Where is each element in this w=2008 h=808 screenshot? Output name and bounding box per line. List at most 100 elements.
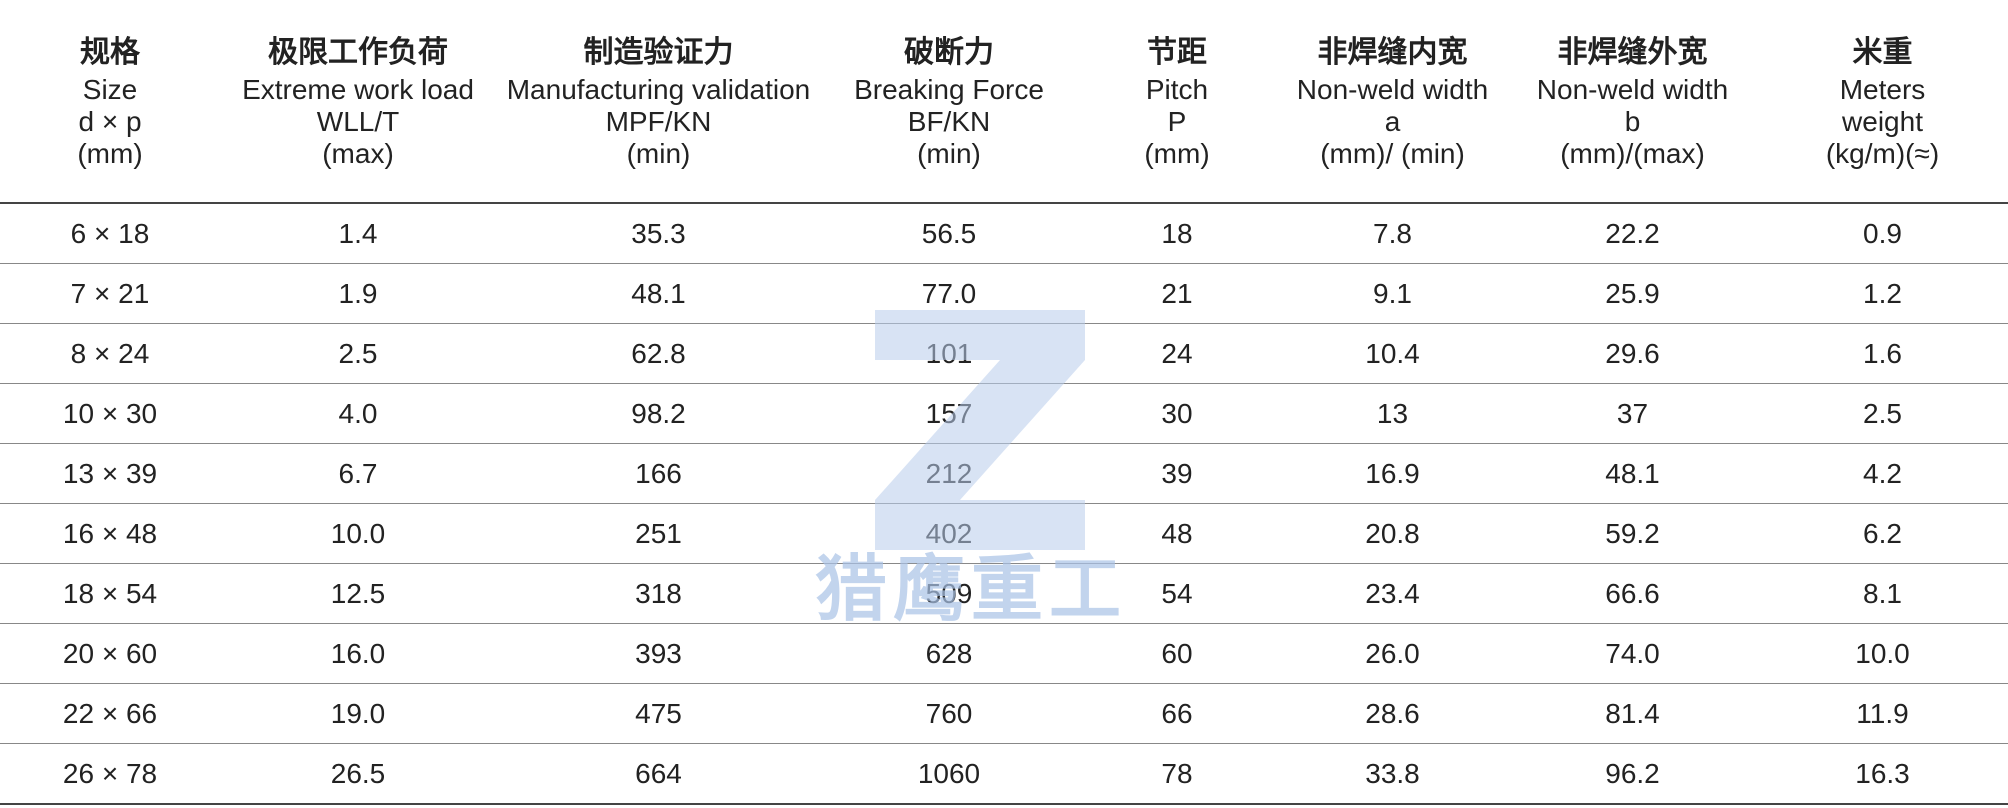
table-cell: 10 × 30 bbox=[0, 383, 220, 444]
table-cell: 39 bbox=[1077, 443, 1277, 504]
table-cell: 37 bbox=[1508, 383, 1757, 444]
table-cell: 18 bbox=[1077, 203, 1277, 264]
table-cell: 0.9 bbox=[1757, 203, 2008, 264]
table-row: 26 × 78 26.5 664 1060 78 33.8 96.2 16.3 bbox=[0, 743, 2008, 805]
table-cell: 66.6 bbox=[1508, 563, 1757, 624]
header-line: Meters bbox=[1839, 74, 1926, 105]
header-cell: 非焊缝外宽 Non-weld width b (mm)/(max) bbox=[1508, 0, 1757, 204]
table-cell: 16.9 bbox=[1277, 443, 1508, 504]
table-cell: 4.2 bbox=[1757, 443, 2008, 504]
table-cell: 509 bbox=[821, 563, 1077, 624]
table-cell: 59.2 bbox=[1508, 503, 1757, 564]
header-cell: 米重 Meters weight (kg/m)(≈) bbox=[1757, 0, 2008, 204]
header-line: b bbox=[1624, 106, 1641, 137]
table-cell: 13 × 39 bbox=[0, 443, 220, 504]
table-cell: 81.4 bbox=[1508, 683, 1757, 744]
header-line: Breaking Force bbox=[854, 74, 1044, 105]
table-cell: 96.2 bbox=[1508, 743, 1757, 805]
table-row: 7 × 21 1.9 48.1 77.0 21 9.1 25.9 1.2 bbox=[0, 263, 2008, 324]
table-cell: 4.0 bbox=[220, 383, 496, 444]
header-line: (mm)/ (min) bbox=[1320, 138, 1465, 169]
table-body: 6 × 18 1.4 35.3 56.5 18 7.8 22.2 0.9 7 × 21 1.9 48… bbox=[0, 203, 2008, 805]
table-cell: 22.2 bbox=[1508, 203, 1757, 264]
table-cell: 1060 bbox=[821, 743, 1077, 805]
table-cell: 7.8 bbox=[1277, 203, 1508, 264]
header-title: 规格 bbox=[80, 35, 140, 70]
table-cell: 16.0 bbox=[220, 623, 496, 684]
header-line: (min) bbox=[626, 138, 691, 169]
table-cell: 10.0 bbox=[220, 503, 496, 564]
header-line: P bbox=[1167, 106, 1187, 137]
table-cell: 760 bbox=[821, 683, 1077, 744]
table-cell: 157 bbox=[821, 383, 1077, 444]
header-cell: 规格 Size d × p (mm) bbox=[0, 0, 220, 204]
table-cell: 19.0 bbox=[220, 683, 496, 744]
table-cell: 18 × 54 bbox=[0, 563, 220, 624]
table-row: 18 × 54 12.5 318 509 54 23.4 66.6 8.1 bbox=[0, 563, 2008, 624]
table-cell: 78 bbox=[1077, 743, 1277, 805]
header-line: a bbox=[1384, 106, 1401, 137]
table-cell: 11.9 bbox=[1757, 683, 2008, 744]
table-cell: 26.0 bbox=[1277, 623, 1508, 684]
header-line: WLL/T bbox=[316, 106, 400, 137]
header-title: 破断力 bbox=[904, 35, 994, 70]
table-cell: 77.0 bbox=[821, 263, 1077, 324]
table-row: 6 × 18 1.4 35.3 56.5 18 7.8 22.2 0.9 bbox=[0, 203, 2008, 264]
table-cell: 393 bbox=[496, 623, 821, 684]
table-cell: 16 × 48 bbox=[0, 503, 220, 564]
table-cell: 2.5 bbox=[220, 323, 496, 384]
header-line: Size bbox=[82, 74, 138, 105]
table-cell: 22 × 66 bbox=[0, 683, 220, 744]
table-cell: 35.3 bbox=[496, 203, 821, 264]
table-cell: 6.2 bbox=[1757, 503, 2008, 564]
table-cell: 56.5 bbox=[821, 203, 1077, 264]
table-cell: 2.5 bbox=[1757, 383, 2008, 444]
table-cell: 1.9 bbox=[220, 263, 496, 324]
header-title: 制造验证力 bbox=[583, 35, 734, 70]
header-line: (min) bbox=[917, 138, 981, 169]
header-cell: 节距 Pitch P (mm) bbox=[1077, 0, 1277, 204]
table-cell: 24 bbox=[1077, 323, 1277, 384]
header-title: 非焊缝内宽 bbox=[1317, 35, 1468, 70]
table-cell: 98.2 bbox=[496, 383, 821, 444]
header-line: Non-weld width bbox=[1296, 74, 1489, 105]
table-cell: 26.5 bbox=[220, 743, 496, 805]
header-cell: 极限工作负荷 Extreme work load WLL/T (max) bbox=[220, 0, 496, 204]
table-cell: 475 bbox=[496, 683, 821, 744]
header-line: Extreme work load bbox=[242, 74, 474, 105]
table-cell: 628 bbox=[821, 623, 1077, 684]
table-cell: 251 bbox=[496, 503, 821, 564]
table-cell: 60 bbox=[1077, 623, 1277, 684]
header-line: (mm) bbox=[77, 138, 143, 169]
table-cell: 16.3 bbox=[1757, 743, 2008, 805]
table-cell: 48 bbox=[1077, 503, 1277, 564]
header-title: 米重 bbox=[1852, 35, 1913, 70]
table-cell: 318 bbox=[496, 563, 821, 624]
header-title: 节距 bbox=[1147, 35, 1207, 70]
table-cell: 48.1 bbox=[1508, 443, 1757, 504]
header-line: BF/KN bbox=[907, 106, 991, 137]
table-cell: 6.7 bbox=[220, 443, 496, 504]
table-cell: 212 bbox=[821, 443, 1077, 504]
header-line: MPF/KN bbox=[605, 106, 712, 137]
table-row: 13 × 39 6.7 166 212 39 16.9 48.1 4.2 bbox=[0, 443, 2008, 504]
table-cell: 62.8 bbox=[496, 323, 821, 384]
table-cell: 8 × 24 bbox=[0, 323, 220, 384]
header-cell: 非焊缝内宽 Non-weld width a (mm)/ (min) bbox=[1277, 0, 1508, 204]
header-title: 非焊缝外宽 bbox=[1557, 35, 1708, 70]
table-cell: 26 × 78 bbox=[0, 743, 220, 805]
table-cell: 29.6 bbox=[1508, 323, 1757, 384]
header-line: (mm)/(max) bbox=[1560, 138, 1705, 169]
table-cell: 664 bbox=[496, 743, 821, 805]
table-row: 8 × 24 2.5 62.8 101 24 10.4 29.6 1.6 bbox=[0, 323, 2008, 384]
header-line: (mm) bbox=[1144, 138, 1210, 169]
table-cell: 13 bbox=[1277, 383, 1508, 444]
header-cell: 制造验证力 Manufacturing validation MPF/KN (min) bbox=[496, 0, 821, 204]
header-line: d × p bbox=[78, 106, 142, 137]
table-cell: 1.4 bbox=[220, 203, 496, 264]
table-cell: 166 bbox=[496, 443, 821, 504]
table-cell: 66 bbox=[1077, 683, 1277, 744]
table-cell: 8.1 bbox=[1757, 563, 2008, 624]
table-cell: 33.8 bbox=[1277, 743, 1508, 805]
